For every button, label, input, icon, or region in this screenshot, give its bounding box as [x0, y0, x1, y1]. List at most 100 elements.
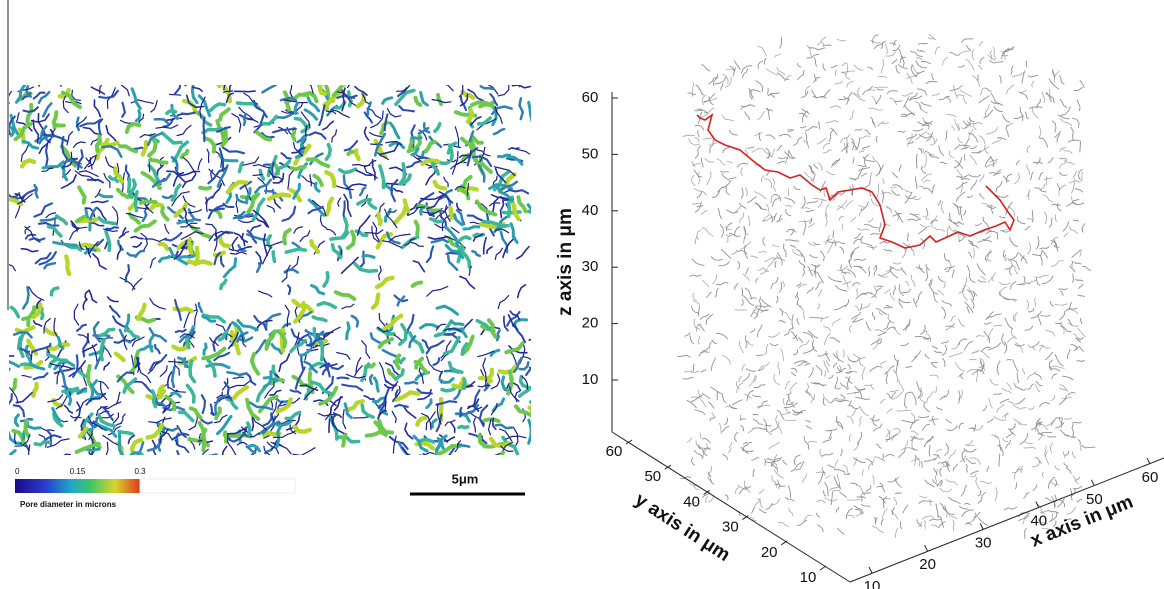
- pore: [531, 402, 537, 410]
- pore: [835, 377, 837, 388]
- pore: [99, 218, 115, 224]
- pore: [1071, 127, 1074, 141]
- pore: [11, 128, 13, 136]
- pore: [385, 380, 396, 385]
- pore: [57, 216, 67, 224]
- pore: [872, 475, 874, 484]
- pore: [872, 526, 884, 532]
- pore: [70, 227, 87, 239]
- pore: [952, 270, 954, 278]
- pore: [914, 197, 921, 200]
- pore: [198, 159, 202, 170]
- pore: [468, 216, 483, 221]
- pore: [1030, 172, 1033, 181]
- pore: [869, 267, 870, 277]
- pore: [784, 244, 787, 257]
- pore: [380, 166, 384, 188]
- pore: [916, 292, 922, 304]
- pore: [940, 162, 947, 164]
- pore: [1025, 442, 1033, 444]
- pore: [1080, 318, 1081, 324]
- pore: [772, 475, 777, 487]
- pore: [426, 142, 435, 151]
- pore: [74, 304, 78, 325]
- pore: [394, 189, 403, 193]
- pore: [460, 237, 470, 241]
- pore: [959, 391, 960, 404]
- pore: [929, 445, 930, 457]
- tick-mark: [869, 567, 872, 573]
- pore: [696, 85, 700, 90]
- pore: [828, 375, 833, 378]
- pore: [886, 207, 892, 213]
- pore: [938, 290, 944, 295]
- pore: [701, 210, 707, 215]
- pore: [396, 370, 403, 379]
- pore: [1047, 436, 1056, 437]
- pore: [230, 80, 234, 92]
- pore: [964, 155, 965, 161]
- pore: [846, 63, 848, 75]
- pore: [756, 306, 769, 308]
- pore: [964, 341, 973, 350]
- pore: [1043, 472, 1044, 478]
- pore: [232, 114, 241, 132]
- pore: [795, 292, 797, 298]
- pore: [1063, 221, 1069, 231]
- pore: [677, 355, 690, 357]
- pore: [352, 316, 358, 327]
- pore: [800, 127, 806, 129]
- pore: [703, 137, 713, 139]
- pore: [780, 309, 783, 316]
- pore: [150, 336, 153, 351]
- pore: [1072, 250, 1081, 258]
- pore: [1015, 269, 1019, 274]
- pore: [798, 338, 802, 343]
- pore: [1015, 344, 1025, 346]
- pore: [711, 257, 723, 261]
- pore: [695, 410, 706, 415]
- pore: [999, 282, 1011, 284]
- pore: [713, 275, 717, 285]
- pore: [752, 506, 755, 513]
- pore: [965, 440, 973, 445]
- pore: [967, 369, 980, 372]
- pore: [806, 425, 812, 428]
- pore: [1052, 204, 1061, 205]
- pore: [694, 110, 702, 111]
- tick-label: 10: [864, 578, 881, 589]
- pore: [1055, 479, 1057, 486]
- pore: [945, 131, 947, 140]
- pore: [920, 224, 930, 227]
- pore: [874, 41, 886, 49]
- pore: [379, 214, 381, 224]
- pore: [893, 429, 900, 431]
- pore: [1041, 315, 1051, 316]
- pore: [939, 145, 944, 156]
- pore: [885, 454, 895, 456]
- pore: [959, 290, 965, 294]
- pore: [850, 325, 853, 332]
- pore: [749, 216, 750, 226]
- pore: [327, 229, 336, 235]
- pore: [966, 464, 967, 472]
- pore: [506, 344, 522, 353]
- pore: [777, 145, 783, 151]
- pore: [305, 110, 317, 119]
- pore: [859, 416, 862, 426]
- pore: [819, 121, 820, 129]
- pore: [803, 347, 815, 354]
- pore: [751, 458, 759, 460]
- pore: [1060, 291, 1063, 296]
- pore: [417, 418, 425, 425]
- pore: [766, 69, 778, 76]
- pore: [180, 412, 193, 420]
- pore: [747, 147, 755, 148]
- pore: [875, 95, 881, 104]
- pore: [735, 432, 739, 442]
- pore: [826, 204, 829, 217]
- pore: [1039, 172, 1044, 180]
- pore: [949, 450, 956, 459]
- pore: [932, 73, 934, 80]
